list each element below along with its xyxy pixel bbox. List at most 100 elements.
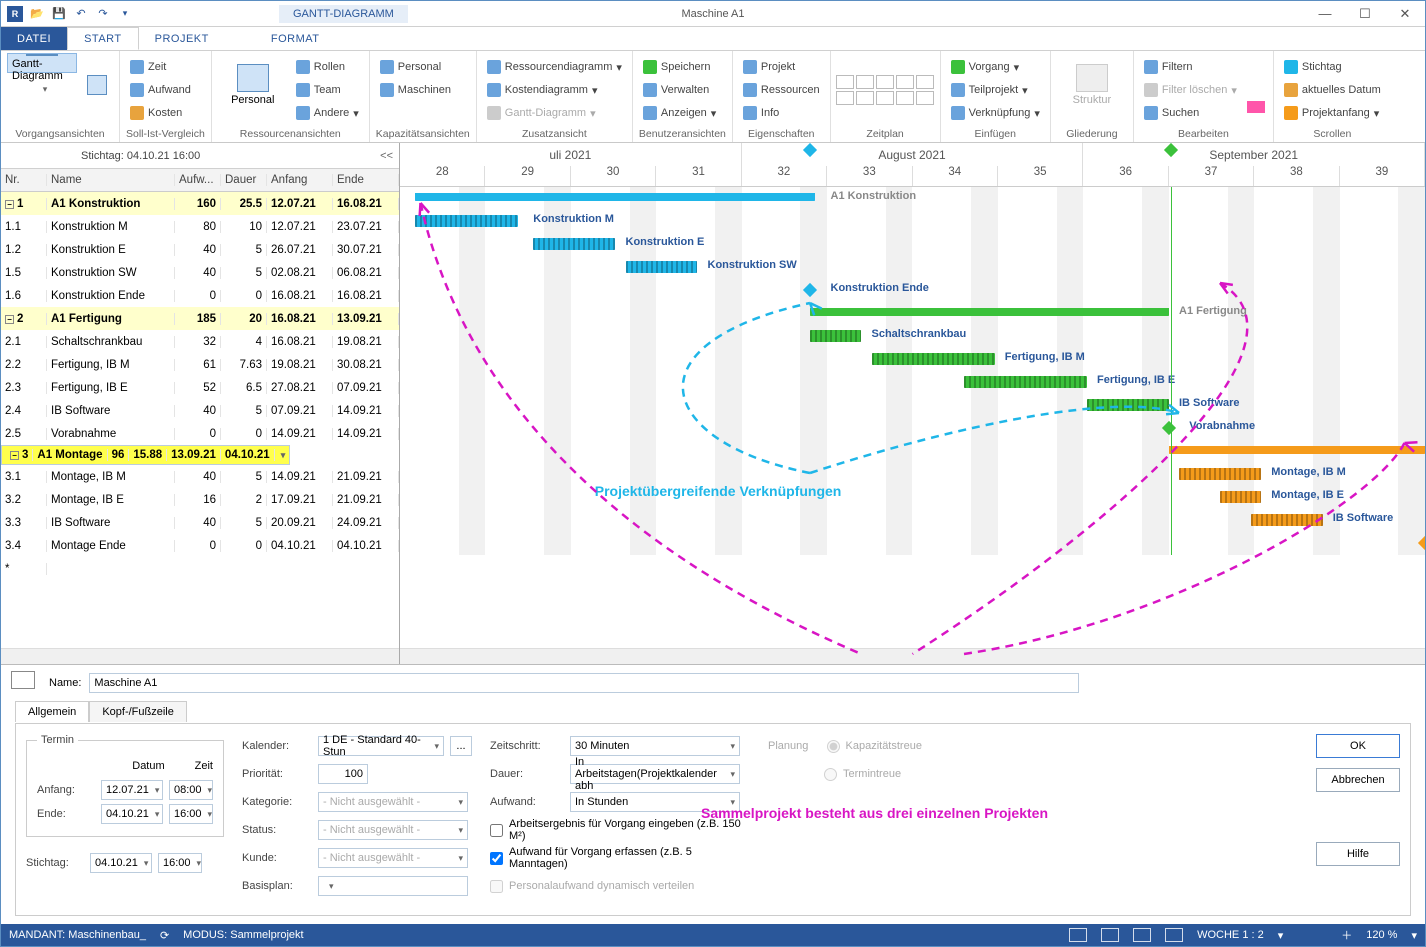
personal-button[interactable]: Personal: [218, 53, 288, 117]
gantt-row[interactable]: A1 Fertigung: [400, 302, 1425, 325]
tab-projekt[interactable]: PROJEKT: [139, 27, 225, 50]
team-button[interactable]: Team: [292, 80, 363, 100]
gantt-row[interactable]: IB Software: [400, 509, 1425, 532]
table-row[interactable]: 3.2Montage, IB E16217.09.2121.09.21: [1, 488, 399, 511]
gantt-row[interactable]: [400, 532, 1425, 555]
zeit-button[interactable]: Zeit: [126, 57, 195, 77]
tab-datei[interactable]: DATEI: [1, 27, 67, 50]
summary-bar[interactable]: [810, 308, 1169, 316]
aufwand-select[interactable]: In Stunden: [570, 792, 740, 812]
task-bar[interactable]: [1087, 399, 1169, 411]
ressourcendiagramm-button[interactable]: Ressourcendiagramm ▾: [483, 57, 626, 77]
gantt-row[interactable]: Fertigung, IB E: [400, 371, 1425, 394]
qat-open-icon[interactable]: 📂: [29, 6, 45, 22]
projekt-button[interactable]: Projekt: [739, 57, 824, 77]
table-row[interactable]: 2.3Fertigung, IB E526.527.08.2107.09.21: [1, 376, 399, 399]
tab-format[interactable]: FORMAT: [255, 27, 336, 50]
tab-start[interactable]: START: [67, 27, 139, 50]
projektanfang-button[interactable]: Projektanfang ▾: [1280, 103, 1385, 123]
task-bar[interactable]: [1251, 514, 1323, 526]
cb-arbeitsergebnis[interactable]: [490, 824, 503, 837]
gantt-row[interactable]: Konstruktion SW: [400, 256, 1425, 279]
col-dauer[interactable]: Dauer: [221, 174, 267, 186]
task-bar[interactable]: [415, 215, 518, 227]
table-row[interactable]: 2.1Schaltschrankbau32416.08.2119.08.21: [1, 330, 399, 353]
status-view3-icon[interactable]: [1133, 928, 1151, 942]
gantt-row[interactable]: Montage, IB E: [400, 486, 1425, 509]
kategorie-select[interactable]: - Nicht ausgewählt -: [318, 792, 468, 812]
ende-time[interactable]: 16:00: [169, 804, 213, 824]
qat-undo-icon[interactable]: ↶: [73, 6, 89, 22]
window-maximize-icon[interactable]: ☐: [1345, 1, 1385, 27]
zeitplan-buttons[interactable]: [836, 75, 934, 105]
task-bar[interactable]: [810, 330, 861, 342]
kap-maschinen-button[interactable]: Maschinen: [376, 80, 455, 100]
vorgang-button[interactable]: Vorgang ▾: [947, 57, 1044, 77]
window-minimize-icon[interactable]: —: [1305, 1, 1345, 27]
task-bar[interactable]: [626, 261, 698, 273]
gantt-row[interactable]: Schaltschrankbau: [400, 325, 1425, 348]
stichtag-time[interactable]: 16:00: [158, 853, 202, 873]
gantt-row[interactable]: Montage, IB M: [400, 463, 1425, 486]
col-nr[interactable]: Nr.: [1, 174, 47, 186]
dauer-select[interactable]: In Arbeitstagen(Projektkalender abh: [570, 764, 740, 784]
rollen-button[interactable]: Rollen: [292, 57, 363, 77]
table-row[interactable]: 3.4Montage Ende0004.10.2104.10.21: [1, 534, 399, 557]
gantt-row[interactable]: A1 Konstruktion: [400, 187, 1425, 210]
ressourcen-button[interactable]: Ressourcen: [739, 80, 824, 100]
gantt-hscroll[interactable]: [400, 648, 1425, 664]
table-row[interactable]: −1A1 Konstruktion16025.512.07.2116.08.21: [1, 192, 399, 215]
task-bar[interactable]: [872, 353, 995, 365]
verwalten-button[interactable]: Verwalten: [639, 80, 720, 100]
collapse-pane-button[interactable]: <<: [380, 150, 393, 162]
tab-kopf-fuss[interactable]: Kopf-/Fußzeile: [89, 701, 187, 722]
table-row-empty[interactable]: *: [1, 557, 399, 580]
table-row[interactable]: −3A1 Montage9615.8813.09.2104.10.21: [1, 445, 290, 465]
table-row[interactable]: 2.2Fertigung, IB M617.6319.08.2130.08.21: [1, 353, 399, 376]
cancel-button[interactable]: Abbrechen: [1316, 768, 1400, 792]
qat-save-icon[interactable]: 💾: [51, 6, 67, 22]
gantt-row[interactable]: [400, 440, 1425, 463]
task-bar[interactable]: [964, 376, 1087, 388]
gantt-row[interactable]: Konstruktion Ende: [400, 279, 1425, 302]
name-input[interactable]: [89, 673, 1079, 693]
status-view4-icon[interactable]: [1165, 928, 1183, 942]
filtern-button[interactable]: Filtern: [1140, 57, 1241, 77]
zoom-dropdown-icon[interactable]: ▾: [1411, 929, 1417, 942]
help-button[interactable]: Hilfe: [1316, 842, 1400, 866]
kosten-button[interactable]: Kosten: [126, 103, 195, 123]
summary-bar[interactable]: [1169, 446, 1425, 454]
eraser-button[interactable]: [1245, 53, 1267, 113]
gantt-row[interactable]: Konstruktion E: [400, 233, 1425, 256]
gantt-row[interactable]: Fertigung, IB M: [400, 348, 1425, 371]
qat-customize-icon[interactable]: ▾: [117, 6, 133, 22]
aktuelles-datum-button[interactable]: aktuelles Datum: [1280, 80, 1385, 100]
suchen-button[interactable]: Suchen: [1140, 103, 1241, 123]
status-view1-icon[interactable]: [1069, 928, 1087, 942]
aufwand-button[interactable]: Aufwand: [126, 80, 195, 100]
summary-bar[interactable]: [415, 193, 815, 201]
anfang-date[interactable]: 12.07.21: [101, 780, 163, 800]
table-hscroll[interactable]: [1, 648, 399, 664]
gantt-row[interactable]: IB Software: [400, 394, 1425, 417]
prio-input[interactable]: [318, 764, 368, 784]
zeitschritt-select[interactable]: 30 Minuten: [570, 736, 740, 756]
kalender-select[interactable]: 1 DE - Standard 40-Stun: [318, 736, 444, 756]
status-woche-dropdown-icon[interactable]: ▾: [1278, 929, 1284, 942]
verknuepfung-button[interactable]: Verknüpfung ▾: [947, 103, 1044, 123]
table-row[interactable]: 3.1Montage, IB M40514.09.2121.09.21: [1, 465, 399, 488]
task-bar[interactable]: [1220, 491, 1261, 503]
col-ende[interactable]: Ende: [333, 174, 399, 186]
col-anfang[interactable]: Anfang: [267, 174, 333, 186]
status-view2-icon[interactable]: [1101, 928, 1119, 942]
table-row[interactable]: −2A1 Fertigung1852016.08.2113.09.21: [1, 307, 399, 330]
gantt-row[interactable]: Konstruktion M: [400, 210, 1425, 233]
andere-button[interactable]: Andere ▾: [292, 103, 363, 123]
table-row[interactable]: 1.1Konstruktion M801012.07.2123.07.21: [1, 215, 399, 238]
task-bar[interactable]: [533, 238, 615, 250]
info-button[interactable]: Info: [739, 103, 824, 123]
table-row[interactable]: 1.6Konstruktion Ende0016.08.2116.08.21: [1, 284, 399, 307]
basisplan-select[interactable]: [318, 876, 468, 896]
teilprojekt-button[interactable]: Teilprojekt ▾: [947, 80, 1044, 100]
kunde-select[interactable]: - Nicht ausgewählt -: [318, 848, 468, 868]
